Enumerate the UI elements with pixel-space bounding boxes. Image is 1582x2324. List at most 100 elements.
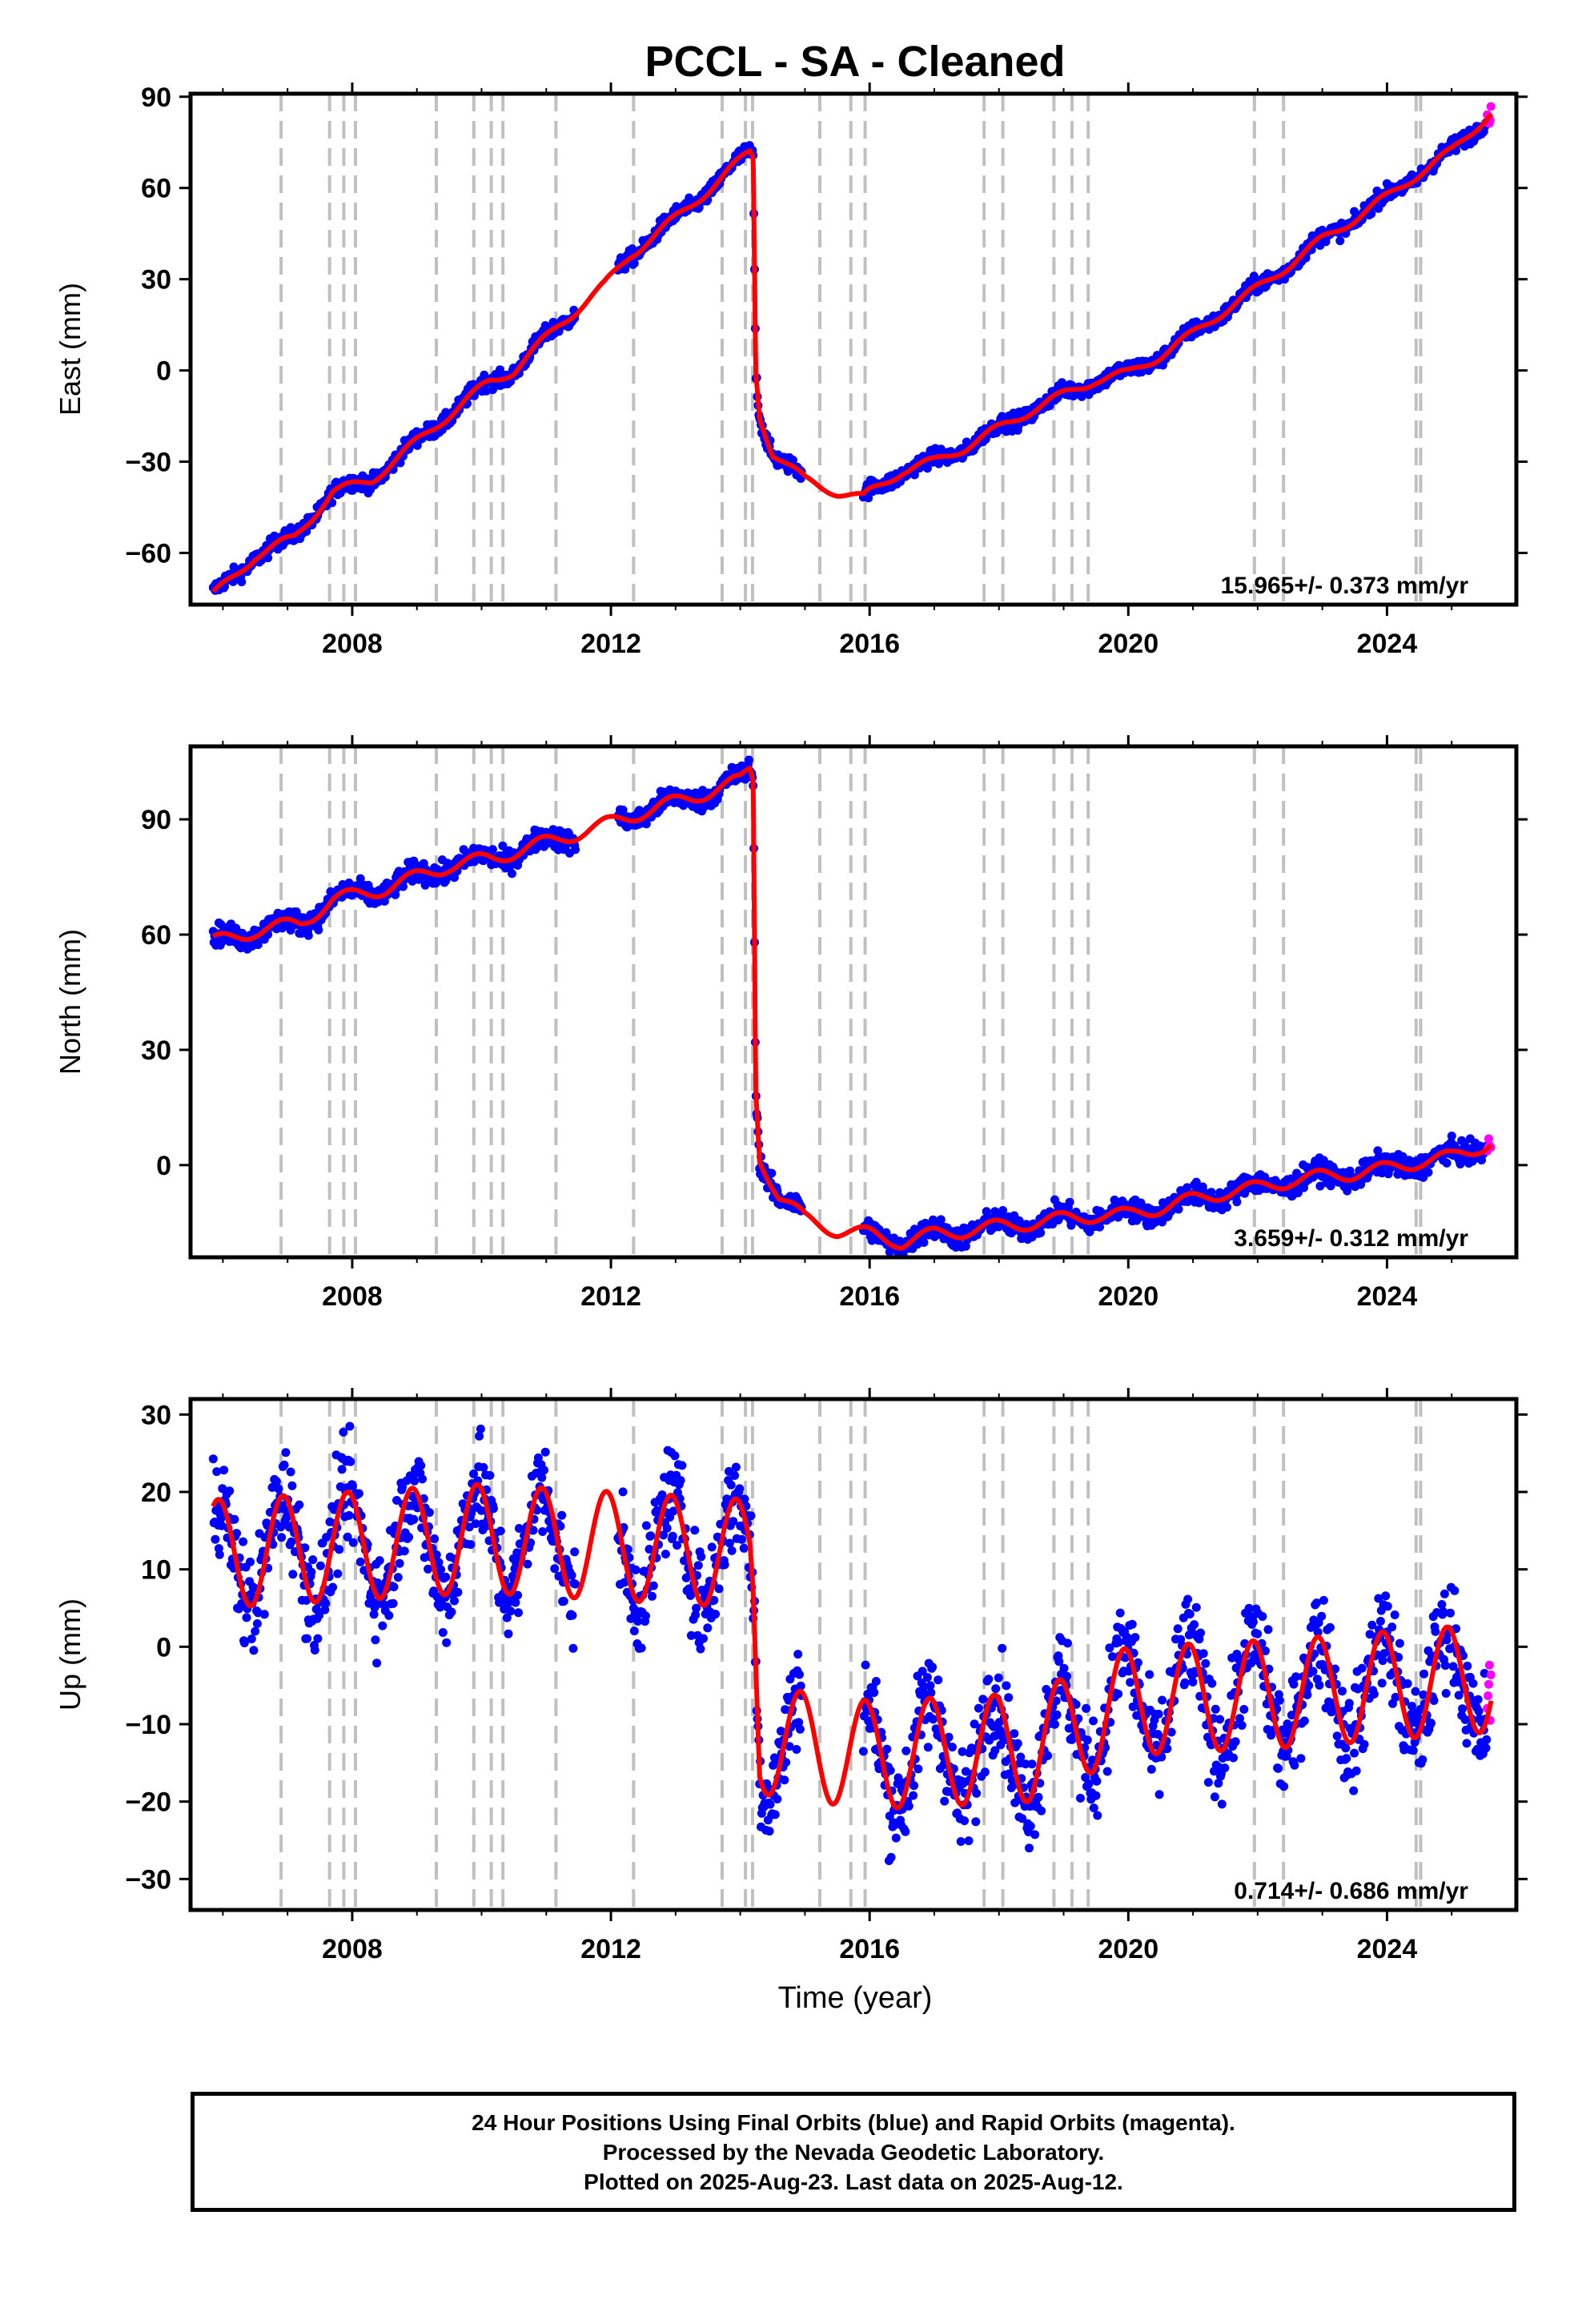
final-orbit-point	[1296, 1754, 1306, 1763]
final-orbit-point	[1126, 1678, 1135, 1687]
final-orbit-point	[303, 1634, 312, 1643]
final-orbit-point	[636, 1643, 646, 1653]
x-tick-label: 2016	[839, 629, 900, 659]
final-orbit-point	[964, 1836, 974, 1846]
final-orbit-point	[1082, 1735, 1092, 1745]
final-orbit-point	[378, 1621, 387, 1630]
final-orbit-point	[313, 1634, 323, 1643]
final-orbit-point	[1089, 1803, 1098, 1813]
final-orbit-point	[508, 869, 516, 879]
final-orbit-point	[948, 1743, 957, 1752]
final-orbit-point	[714, 1584, 724, 1594]
final-orbit-point	[1203, 1778, 1213, 1787]
x-tick-label: 2012	[580, 1281, 641, 1312]
y-tick-label: 0	[156, 356, 171, 387]
final-orbit-point	[1447, 1132, 1456, 1140]
final-orbit-point	[1190, 1620, 1199, 1630]
final-orbit-point	[1091, 1791, 1101, 1800]
final-orbit-point	[1013, 1739, 1022, 1748]
final-orbit-point	[980, 1767, 990, 1777]
final-orbit-point	[416, 1461, 426, 1470]
final-orbit-point	[1279, 1782, 1289, 1791]
final-orbit-point	[247, 1634, 256, 1643]
final-orbit-point	[773, 1795, 782, 1803]
final-orbit-point	[744, 755, 753, 765]
final-orbit-point	[1037, 1806, 1046, 1815]
final-orbit-point	[337, 1465, 347, 1474]
final-orbit-point	[661, 1550, 670, 1559]
final-orbit-point	[1191, 1602, 1201, 1612]
final-orbit-point	[321, 1598, 331, 1608]
final-orbit-point	[1201, 1659, 1211, 1668]
final-orbit-point	[1239, 1705, 1249, 1714]
final-orbit-point	[1030, 1830, 1040, 1839]
final-orbit-point	[1253, 1629, 1263, 1638]
final-orbit-point	[567, 1570, 576, 1580]
final-orbit-point	[1027, 1759, 1037, 1769]
x-axis-label: Time (year)	[778, 1981, 933, 2015]
final-orbit-point	[506, 1606, 516, 1616]
y-tick-label: −30	[125, 448, 171, 478]
final-orbit-point	[1034, 1792, 1043, 1802]
final-orbit-point	[400, 1546, 409, 1556]
final-orbit-point	[424, 1508, 434, 1518]
final-orbit-point	[540, 1466, 548, 1475]
final-orbit-point	[371, 1635, 380, 1645]
final-orbit-point	[395, 1558, 404, 1568]
final-orbit-point	[215, 1550, 224, 1559]
final-orbit-point	[249, 1646, 259, 1655]
final-orbit-point	[430, 1534, 440, 1543]
final-orbit-point	[1232, 1197, 1242, 1207]
final-orbit-point	[1025, 1844, 1034, 1853]
final-orbit-point	[792, 1745, 801, 1754]
final-orbit-point	[909, 1791, 918, 1800]
final-orbit-point	[1127, 1619, 1137, 1629]
final-orbit-point	[281, 1448, 291, 1458]
final-orbit-point	[1183, 1594, 1193, 1604]
final-orbit-point	[984, 1675, 994, 1684]
final-orbit-point	[861, 1660, 870, 1670]
final-orbit-point	[978, 1695, 988, 1704]
final-orbit-point	[277, 1533, 287, 1542]
final-orbit-point	[372, 1659, 382, 1668]
final-orbit-point	[286, 1467, 295, 1477]
final-orbit-point	[488, 845, 497, 854]
final-orbit-point	[891, 1833, 901, 1843]
final-orbit-point	[450, 1596, 459, 1606]
final-orbit-point	[1263, 1625, 1273, 1634]
final-orbit-point	[1335, 236, 1345, 246]
final-orbit-point	[940, 1796, 950, 1806]
final-orbit-point	[348, 1538, 358, 1547]
final-orbit-point	[1344, 1699, 1354, 1708]
final-orbit-point	[393, 1573, 403, 1582]
final-orbit-point	[677, 1461, 687, 1470]
final-orbit-point	[1154, 1790, 1164, 1799]
final-orbit-point	[731, 1462, 741, 1472]
final-orbit-point	[1210, 1792, 1219, 1802]
final-orbit-point	[344, 1510, 354, 1520]
final-orbit-point	[1303, 1690, 1312, 1699]
final-orbit-point	[1237, 1721, 1247, 1730]
final-orbit-point	[1220, 1763, 1230, 1773]
final-orbit-point	[388, 1598, 398, 1608]
final-orbit-point	[726, 1480, 736, 1490]
final-orbit-point	[994, 1673, 1003, 1683]
final-orbit-point	[1188, 1677, 1198, 1687]
final-orbit-point	[1002, 1681, 1011, 1691]
final-orbit-point	[570, 1547, 580, 1557]
y-tick-label: 60	[141, 920, 171, 951]
final-orbit-point	[1130, 1633, 1140, 1642]
final-orbit-point	[735, 1484, 745, 1494]
final-orbit-point	[314, 925, 323, 935]
final-orbit-point	[793, 1650, 803, 1659]
final-orbit-point	[1349, 1786, 1359, 1795]
final-orbit-point	[960, 1816, 970, 1826]
final-orbit-point	[389, 1582, 399, 1592]
final-orbit-point	[648, 1581, 658, 1590]
final-orbit-point	[1199, 1649, 1208, 1659]
final-orbit-point	[739, 1543, 749, 1553]
final-orbit-point	[767, 1168, 777, 1178]
final-orbit-point	[287, 1481, 297, 1490]
